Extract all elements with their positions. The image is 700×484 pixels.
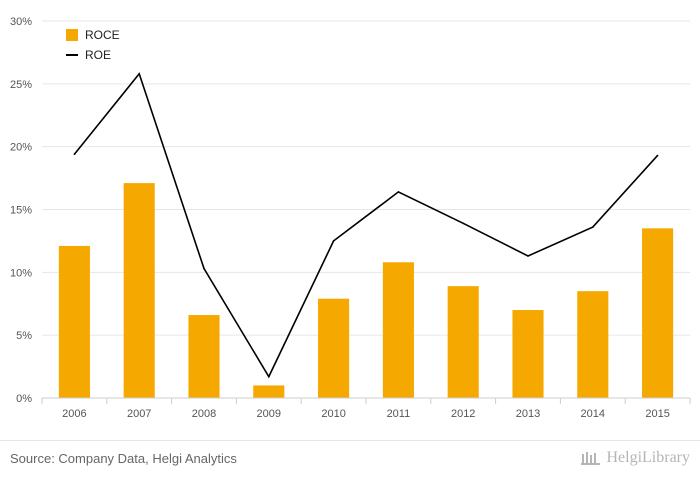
roce-bar bbox=[642, 228, 674, 398]
x-tick-label: 2008 bbox=[192, 408, 216, 420]
y-tick-label: 10% bbox=[10, 267, 32, 279]
roe-point bbox=[592, 226, 594, 228]
roe-point bbox=[138, 72, 140, 75]
source-text: Source: Company Data, Helgi Analytics bbox=[10, 451, 237, 466]
brand-logo[interactable]: HelgiLibrary bbox=[581, 449, 690, 467]
legend: ROCE ROE bbox=[66, 28, 120, 62]
x-tick-label: 2011 bbox=[387, 408, 411, 420]
roe-point bbox=[73, 153, 76, 156]
y-tick-label: 15% bbox=[10, 205, 32, 217]
roce-bar bbox=[253, 385, 285, 398]
y-tick-label: 5% bbox=[16, 330, 32, 342]
roce-bar bbox=[382, 262, 414, 398]
roe-line-group bbox=[73, 72, 659, 379]
roe-point bbox=[656, 154, 659, 157]
y-tick-label: 0% bbox=[16, 393, 32, 405]
roce-bar bbox=[512, 310, 544, 398]
x-tick-label: 2012 bbox=[451, 408, 475, 420]
roe-line bbox=[73, 72, 659, 379]
roe-point bbox=[397, 191, 400, 193]
y-tick-label: 25% bbox=[10, 79, 32, 91]
chart: 0% 5% 10% 15% 20% 25% 30% 2006 2007 2008 2009 2010… bbox=[10, 16, 691, 420]
roce-bar bbox=[577, 291, 609, 398]
y-axis-ticks: 0% 5% 10% 15% 20% 25% 30% bbox=[10, 16, 32, 405]
footer: Source: Company Data, Helgi Analytics He… bbox=[0, 440, 700, 484]
x-axis: 2006 2007 2008 2009 2010 2011 2012 2013 2014 2015 bbox=[41, 397, 691, 420]
x-tick-label: 2015 bbox=[645, 408, 669, 420]
roce-bar bbox=[447, 286, 479, 398]
roce-bar bbox=[123, 183, 155, 398]
roe-point bbox=[527, 255, 529, 257]
x-tick-label: 2009 bbox=[257, 408, 281, 420]
x-tick-label: 2013 bbox=[516, 408, 540, 420]
legend-roce-label: ROCE bbox=[85, 28, 120, 42]
brand-label: HelgiLibrary bbox=[606, 449, 690, 466]
roe-point bbox=[203, 267, 205, 270]
y-tick-label: 20% bbox=[10, 142, 32, 154]
roce-bars bbox=[58, 183, 674, 398]
legend-roce-swatch bbox=[66, 29, 78, 41]
roe-point bbox=[332, 240, 335, 242]
library-icon bbox=[581, 452, 601, 465]
roce-bar bbox=[318, 298, 350, 398]
x-tick-label: 2010 bbox=[321, 408, 345, 420]
x-tick-label: 2014 bbox=[581, 408, 605, 420]
roce-bar bbox=[188, 315, 220, 398]
legend-roe-label: ROE bbox=[85, 48, 111, 62]
x-tick-label: 2007 bbox=[127, 408, 151, 420]
roce-bar bbox=[58, 245, 90, 398]
x-tick-label: 2006 bbox=[62, 408, 86, 420]
roe-point bbox=[268, 375, 270, 378]
roe-point bbox=[462, 222, 465, 225]
y-tick-label: 30% bbox=[10, 16, 32, 28]
